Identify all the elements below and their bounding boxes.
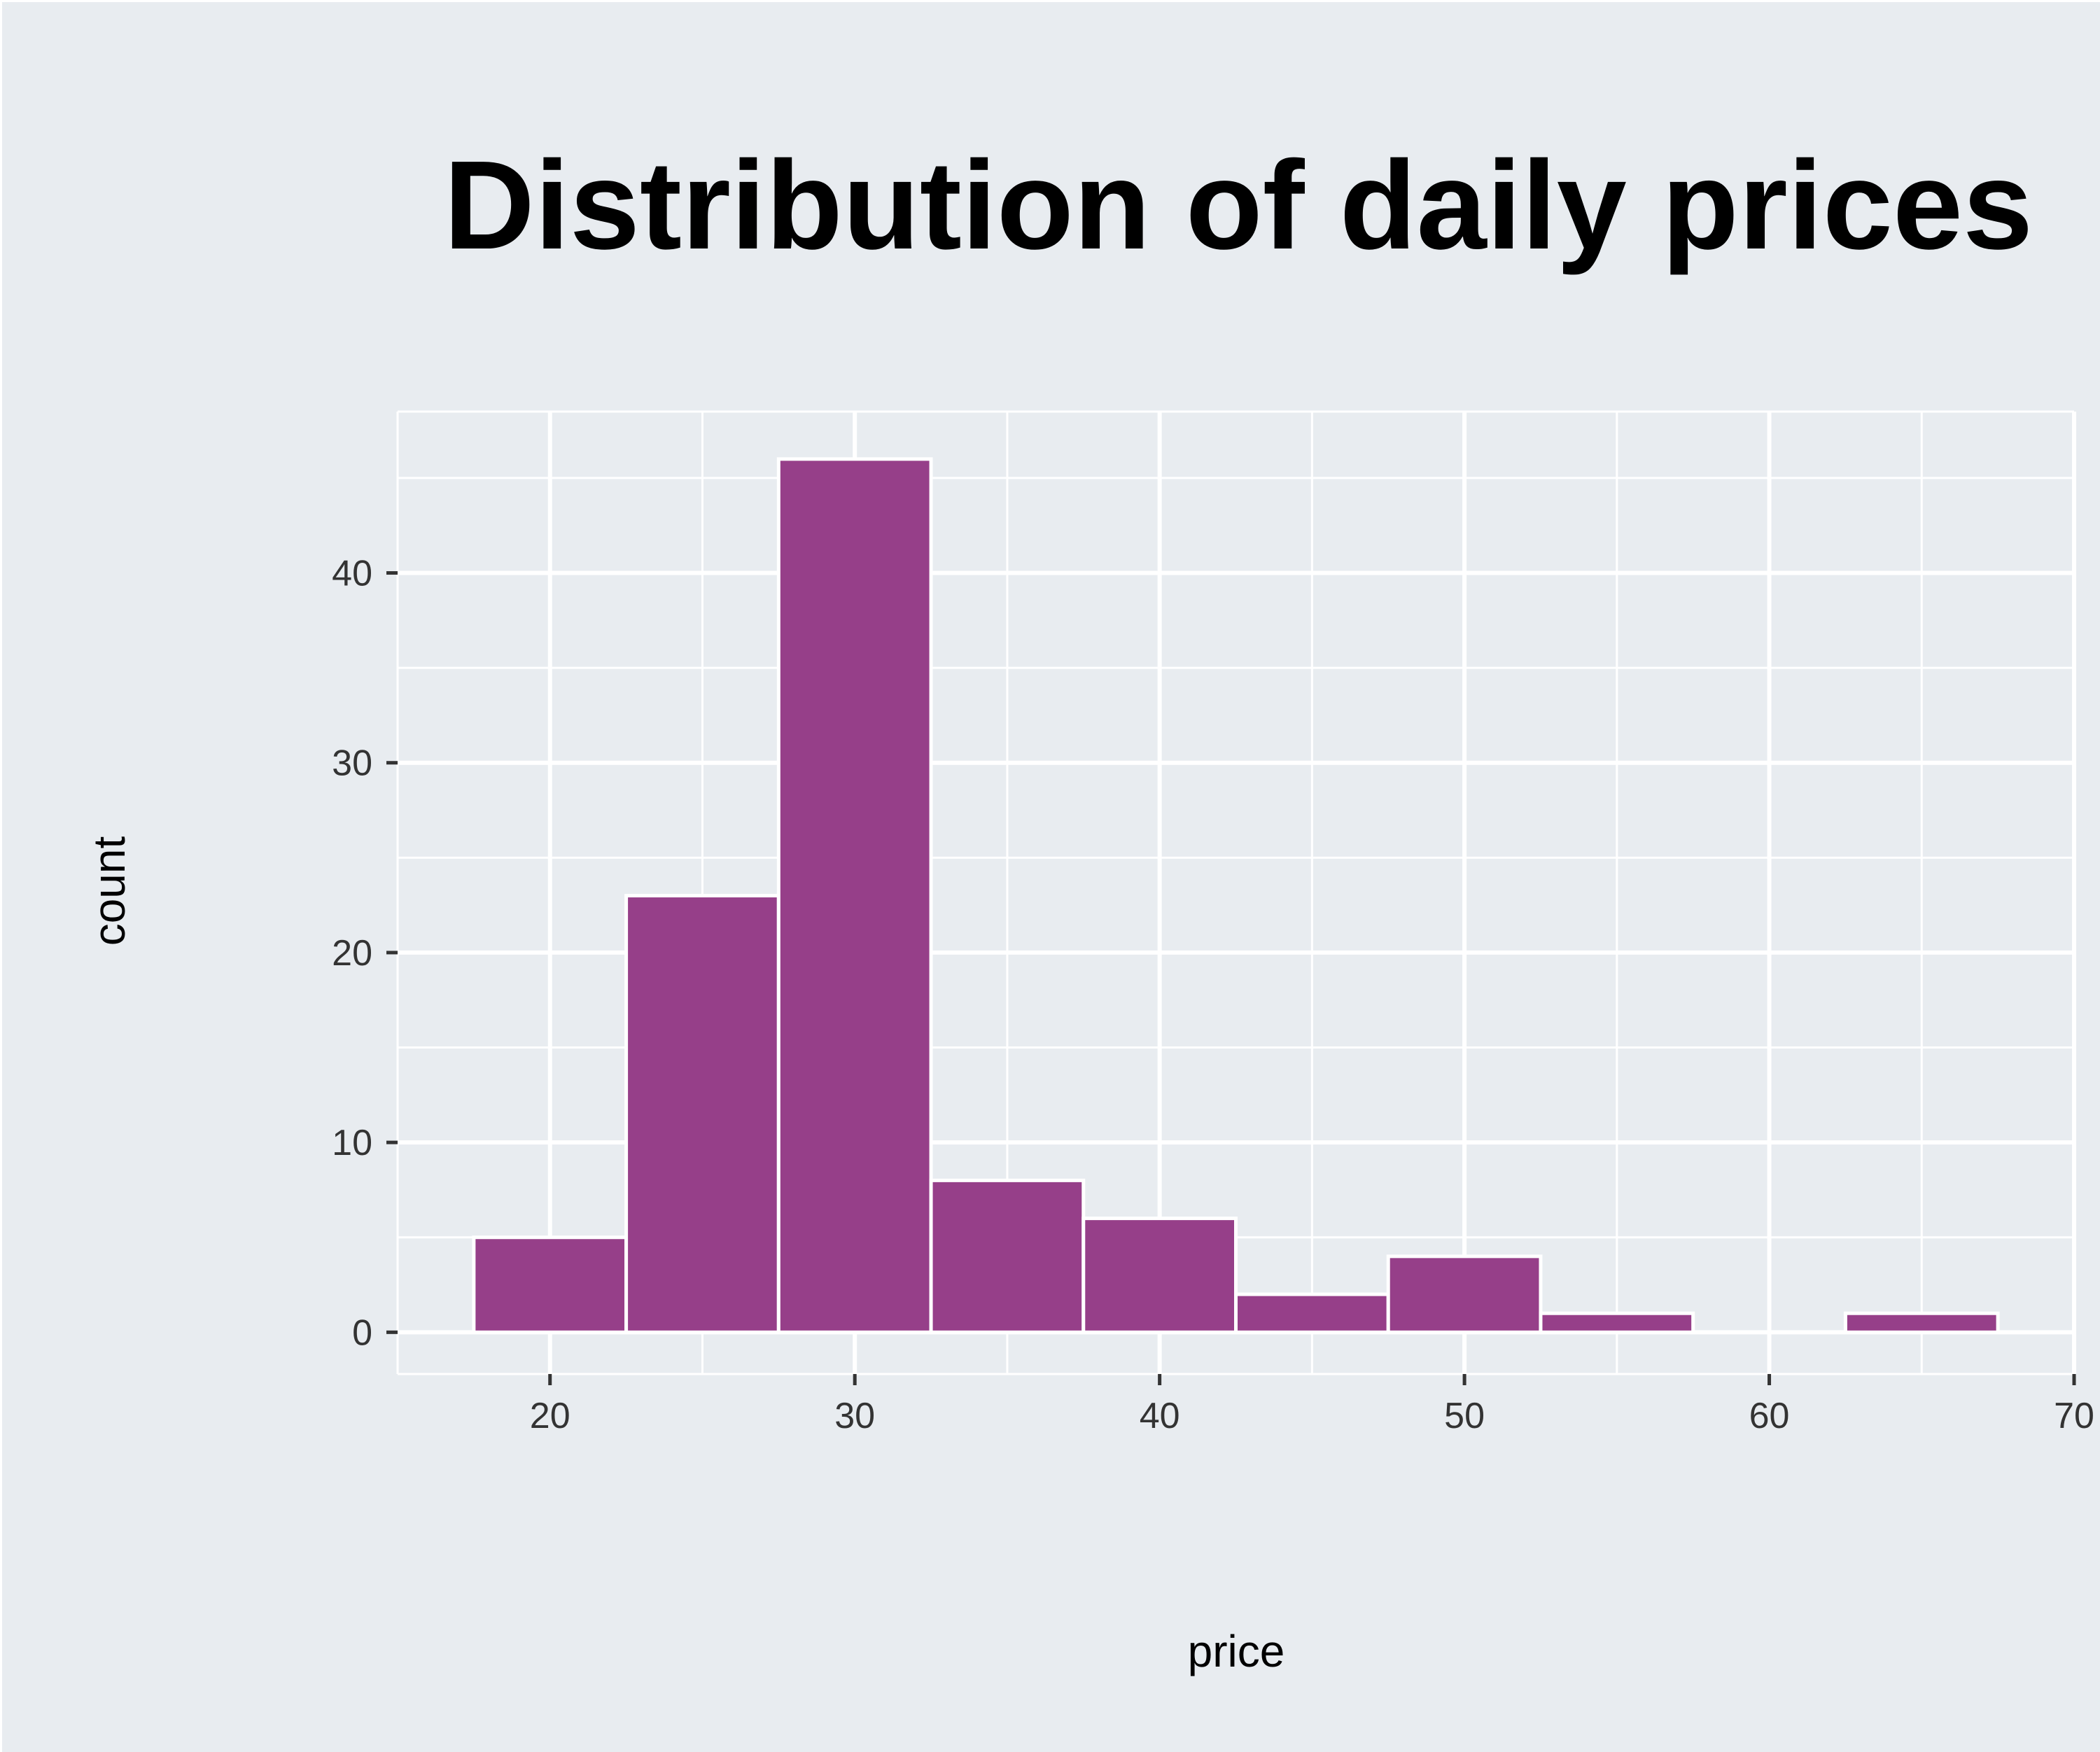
x-axis-title: price (1188, 1626, 1285, 1676)
chart-title: Distribution of daily prices (444, 135, 2033, 276)
y-tick-label: 10 (332, 1123, 372, 1163)
histogram-bar (1234, 1292, 1390, 1334)
y-tick-label: 20 (332, 933, 372, 974)
y-tick-label: 40 (332, 554, 372, 594)
x-tick-label: 30 (834, 1396, 875, 1436)
y-tick-label: 0 (352, 1312, 372, 1353)
axes: 20 30 40 50 60 70 0 10 20 30 40 (332, 554, 2094, 1436)
histogram-bar (472, 1235, 629, 1334)
x-tick-label: 20 (530, 1396, 570, 1436)
histogram-bar (929, 1178, 1086, 1334)
histogram-bar (1843, 1311, 2000, 1334)
histogram-bar (1082, 1217, 1238, 1334)
histogram-bar (624, 894, 780, 1334)
histogram-bars (472, 457, 2000, 1334)
x-tick-label: 70 (2054, 1396, 2094, 1436)
x-tick-label: 50 (1444, 1396, 1485, 1436)
y-tick-label: 30 (332, 743, 372, 784)
histogram-bar (1539, 1311, 1695, 1334)
x-tick-label: 60 (1749, 1396, 1790, 1436)
histogram-bar (776, 457, 933, 1334)
y-axis-title: count (84, 836, 134, 946)
histogram-bar (1386, 1254, 1543, 1334)
x-tick-label: 40 (1140, 1396, 1180, 1436)
